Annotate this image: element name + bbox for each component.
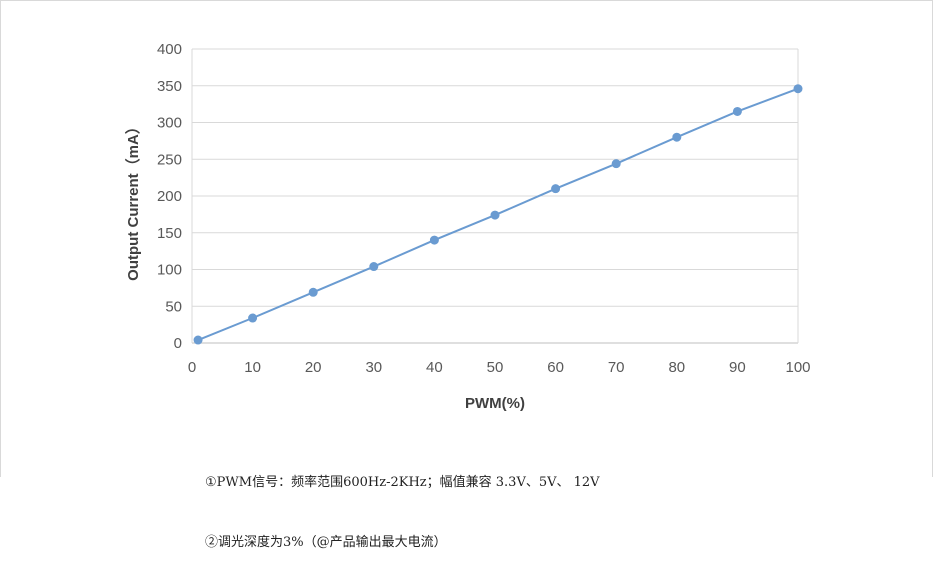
x-tick-label: 90 <box>729 359 746 376</box>
data-point <box>308 287 318 297</box>
note-line-2: ②调光深度为3%（@产品输出最大电流） <box>205 535 447 550</box>
y-tick-label: 250 <box>157 151 182 168</box>
data-point <box>611 159 621 169</box>
x-tick-label: 40 <box>426 359 443 376</box>
data-point <box>369 262 379 272</box>
x-tick-label: 30 <box>365 359 382 376</box>
data-point <box>793 84 803 94</box>
data-point <box>193 335 203 345</box>
x-tick-label: 70 <box>608 359 625 376</box>
note-line-1: ①PWM信号：频率范围600Hz-2KHz；幅值兼容 3.3V、5V、 12V <box>205 475 600 490</box>
x-axis-title: PWM(%) <box>465 395 525 412</box>
x-tick-labels: 0 10 20 30 40 50 60 70 80 90 100 <box>188 359 811 376</box>
x-tick-label: 50 <box>487 359 504 376</box>
x-tick-label: 80 <box>668 359 685 376</box>
y-axis-title: Output Current（mA） <box>124 119 142 281</box>
chart-frame <box>0 0 933 477</box>
data-point <box>429 235 439 245</box>
y-tick-label: 100 <box>157 262 182 279</box>
y-tick-labels: 0 50 100 150 200 250 300 350 400 <box>157 41 182 352</box>
x-tick-label: 60 <box>547 359 564 376</box>
y-tick-label: 200 <box>157 188 182 205</box>
x-tick-label: 100 <box>785 359 810 376</box>
notes-block: ①PWM信号：频率范围600Hz-2KHz；幅值兼容 3.3V、5V、 12V … <box>205 433 600 573</box>
data-point <box>732 106 742 116</box>
line-chart: 0 50 100 150 200 250 300 350 400 0 10 20 30 40 50 60 70… <box>124 41 811 412</box>
x-tick-label: 0 <box>188 359 196 376</box>
y-tick-label: 350 <box>157 78 182 95</box>
data-point <box>248 313 258 323</box>
y-tick-label: 0 <box>174 335 182 352</box>
y-tick-label: 50 <box>165 298 182 315</box>
x-tick-label: 10 <box>244 359 261 376</box>
series-line <box>193 84 803 345</box>
y-tick-label: 400 <box>157 41 182 58</box>
x-tick-label: 20 <box>305 359 322 376</box>
data-point <box>490 210 500 220</box>
data-point <box>672 132 682 142</box>
y-tick-label: 300 <box>157 115 182 132</box>
data-point <box>551 184 561 194</box>
y-tick-label: 150 <box>157 225 182 242</box>
gridlines <box>191 48 799 344</box>
